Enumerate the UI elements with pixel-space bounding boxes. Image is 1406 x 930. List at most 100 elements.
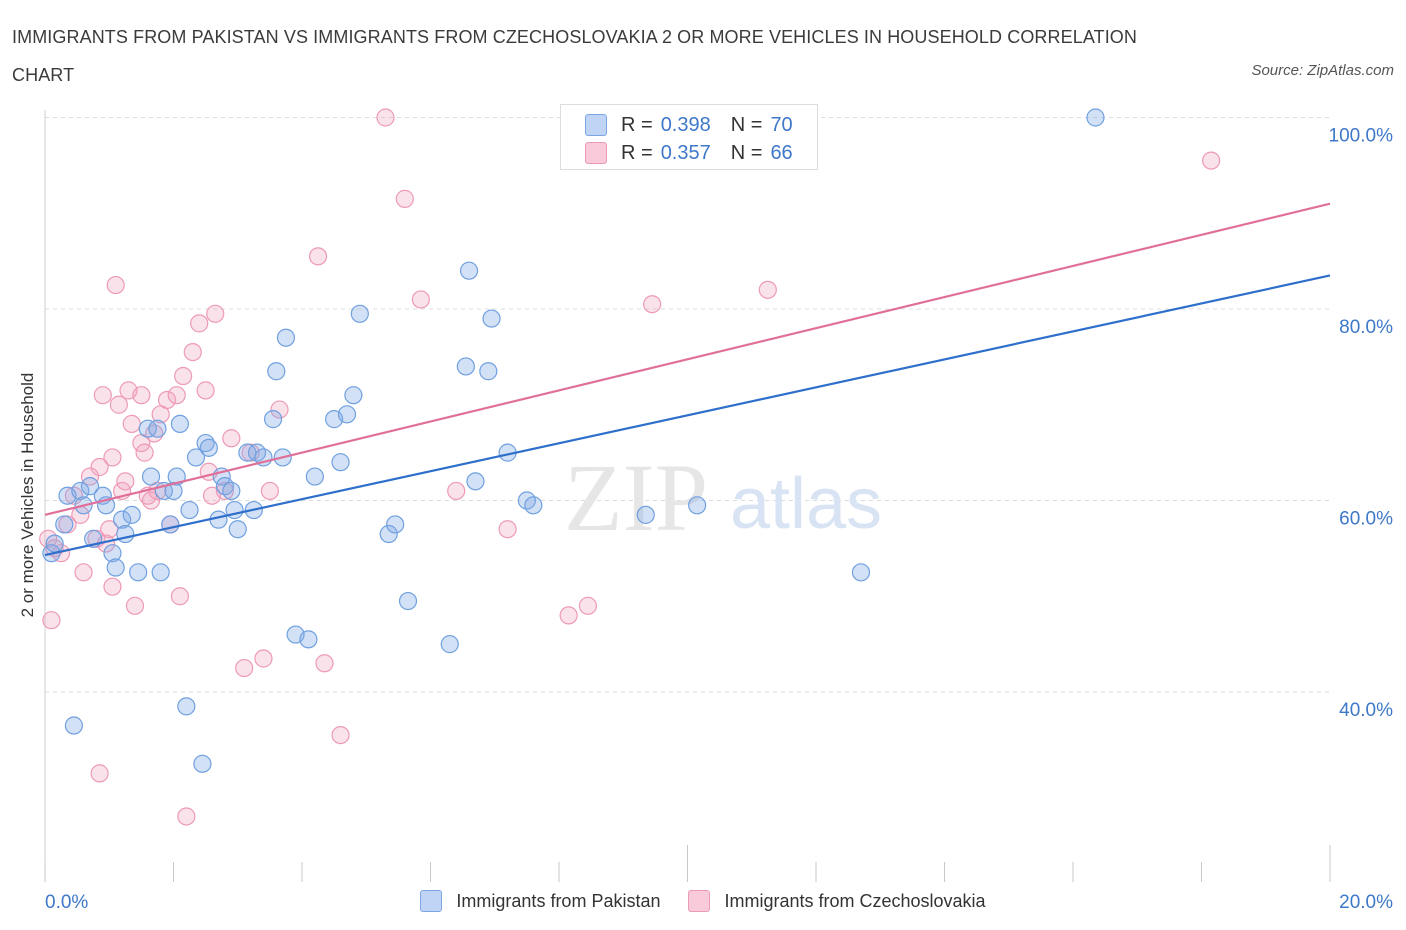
pakistan-point: [1086, 108, 1105, 127]
czechoslovakia-point: [498, 520, 517, 539]
czechoslovakia-trend-line: [44, 202, 1331, 516]
pakistan-point: [524, 496, 543, 515]
pakistan-point: [479, 362, 498, 381]
pakistan-point: [106, 558, 125, 577]
czechoslovakia-point: [122, 414, 141, 433]
bottom-legend-swatch-pakistan: [420, 890, 443, 912]
pakistan-point: [148, 419, 167, 438]
pakistan-point: [636, 505, 655, 524]
czechoslovakia-point: [308, 247, 328, 266]
pakistan-point: [331, 453, 350, 472]
y-tick-label: 60.0%: [1339, 509, 1393, 530]
czechoslovakia-point: [167, 386, 186, 405]
czechoslovakia-point: [196, 381, 215, 400]
pakistan-point: [459, 261, 479, 280]
pakistan-point: [177, 697, 196, 716]
y-tick-label: 40.0%: [1339, 700, 1393, 721]
czechoslovakia-point: [559, 606, 578, 625]
pakistan-point: [193, 754, 212, 773]
czechoslovakia-point: [174, 366, 193, 386]
pakistan-point: [129, 563, 148, 582]
legend: R = 0.398 N = 70 R = 0.357 N = 66: [560, 104, 818, 170]
czechoslovakia-point: [135, 443, 154, 462]
grid-layer: [45, 117, 1330, 693]
x-tick-label: 20.0%: [1339, 892, 1393, 913]
legend-n-value: 66: [770, 141, 793, 164]
pakistan-point: [379, 524, 398, 544]
watermark-atlas: atlas: [730, 464, 882, 544]
bottom-legend-swatch-czechoslovakia: [688, 890, 711, 912]
czechoslovakia-point: [183, 342, 202, 362]
pakistan-point: [80, 477, 100, 496]
bottom-legend-pakistan: Immigrants from Pakistan: [420, 890, 660, 912]
pakistan-trend-line: [44, 274, 1331, 557]
pakistan-point: [199, 438, 218, 457]
czechoslovakia-point: [411, 290, 430, 309]
pakistan-point: [267, 362, 286, 381]
pakistan-point: [138, 419, 157, 438]
pakistan-point: [299, 630, 318, 649]
bottom-legend-label: Immigrants from Czechoslovakia: [724, 890, 986, 911]
pakistan-point: [71, 481, 90, 501]
czechoslovakia-point: [170, 587, 190, 606]
pakistan-point: [103, 544, 122, 563]
pakistan-point: [456, 357, 475, 376]
czechoslovakia-point: [141, 491, 161, 510]
czechoslovakia-point: [80, 467, 100, 486]
pakistan-point: [398, 591, 418, 611]
czechoslovakia-point: [132, 386, 151, 405]
czechoslovakia-point: [235, 658, 254, 678]
czechoslovakia-point: [270, 400, 289, 419]
czechoslovakia-point: [103, 577, 122, 596]
pakistan-point: [180, 500, 199, 520]
bottom-legend-czechoslovakia: Immigrants from Czechoslovakia: [688, 890, 986, 912]
czechoslovakia-point: [103, 448, 122, 467]
pakistan-point: [386, 515, 405, 534]
czechoslovakia-point: [90, 764, 109, 783]
legend-n-label: N =: [730, 141, 763, 164]
legend-row-czechoslovakia: R = 0.357 N = 66: [585, 139, 793, 167]
legend-swatch-pakistan: [585, 114, 607, 136]
czechoslovakia-point: [578, 596, 598, 615]
y-tick-label: 100.0%: [1329, 126, 1394, 147]
pakistan-point: [186, 448, 206, 467]
legend-row-pakistan: R = 0.398 N = 70: [585, 111, 793, 139]
czechoslovakia-point: [42, 611, 61, 630]
axis-layer: [44, 110, 1331, 882]
czechoslovakia-point: [758, 280, 777, 299]
pakistan-point: [55, 515, 74, 534]
czechoslovakia-point: [643, 295, 662, 314]
czechoslovakia-point: [222, 429, 241, 448]
legend-swatch-czechoslovakia: [585, 142, 607, 164]
czechoslovakia-point: [116, 472, 135, 491]
pakistan-point: [222, 481, 241, 501]
legend-n-value: 70: [770, 113, 793, 136]
czechoslovakia-point: [254, 649, 273, 668]
x-tick-label: 0.0%: [45, 892, 88, 913]
czechoslovakia-point: [190, 314, 209, 333]
pakistan-point: [228, 520, 247, 539]
czechoslovakia-point: [376, 108, 395, 127]
pakistan-point: [151, 563, 170, 582]
pakistan-point: [141, 467, 161, 486]
pakistan-point: [170, 414, 190, 433]
czechoslovakia-point: [215, 481, 234, 501]
pakistan-point: [122, 505, 141, 524]
czechoslovakia-point: [74, 563, 93, 582]
bottom-legend-label: Immigrants from Pakistan: [456, 890, 661, 911]
czechoslovakia-point: [125, 596, 145, 615]
czechoslovakia-point: [93, 386, 112, 405]
tick-labels: 40.0% 60.0% 80.0% 100.0% 0.0% 20.0%: [45, 126, 1393, 914]
legend-r-label: R =: [621, 141, 653, 164]
pakistan-point: [851, 563, 871, 582]
czechoslovakia-point: [177, 807, 196, 826]
pakistan-point: [688, 496, 707, 515]
watermark-zip: ZIP: [564, 444, 708, 551]
pakistan-point: [305, 467, 324, 486]
bottom-legend: Immigrants from Pakistan Immigrants from…: [0, 890, 1406, 912]
pakistan-point: [64, 716, 84, 735]
legend-n-label: N =: [730, 113, 763, 136]
pakistan-point: [164, 481, 183, 501]
czechoslovakia-point: [206, 304, 225, 323]
